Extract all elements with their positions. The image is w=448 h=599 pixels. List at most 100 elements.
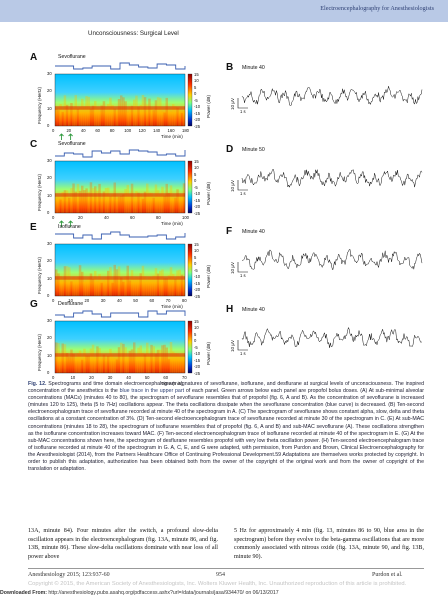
cbar-tick-g-5: -10 (194, 351, 201, 356)
ytick-g-1: 10 (47, 352, 52, 358)
scale-bar-h (237, 340, 248, 351)
drug-label-a: Sevoflurane (58, 54, 86, 60)
ylabel-e: Frequency (Hertz) (37, 256, 42, 294)
concentration-trace-e (55, 231, 186, 240)
xtick-c-2: 40 (104, 215, 109, 220)
panel-letter-h: H (226, 304, 234, 315)
xtick-c-0: 0 (52, 215, 55, 220)
cbar-tick-e-1: 10 (194, 248, 199, 253)
colorbar-g (187, 320, 193, 374)
figure-12 (54, 62, 423, 374)
panel-letter-f: F (226, 226, 233, 237)
cbar-tick-g-3: 0 (194, 338, 197, 343)
cbar-tick-e-3: 0 (194, 261, 197, 266)
ytick-a-0: 0 (47, 123, 50, 128)
colorbar-a (187, 73, 193, 127)
propofol-arrow-c-0 (59, 220, 64, 227)
cbar-tick-g-7: -20 (194, 364, 201, 369)
panel-letter-d: D (226, 144, 234, 155)
cbar-tick-e-4: -5 (194, 267, 198, 273)
ytick-a-2: 20 (47, 88, 52, 94)
scale-time-b: 1 s (240, 109, 246, 114)
xtick-a-5: 100 (124, 128, 132, 133)
figure-top-title: Unconsciousness: Surgical Level (88, 30, 179, 37)
cbar-tick-e-7: -20 (194, 287, 201, 292)
ytick-a-1: 10 (47, 105, 52, 111)
cbar-label-a: Power (dB) (206, 95, 211, 118)
drug-label-c: Sevoflurane (58, 141, 86, 147)
xtick-c-1: 20 (78, 215, 83, 220)
xtick-e-1: 10 (68, 298, 73, 303)
ytick-e-0: 0 (47, 293, 50, 298)
propofol-arrow-a-0 (59, 133, 64, 140)
cbar-tick-a-0: 15 (194, 71, 199, 77)
download-line: Downloaded From: http://anesthesiology.p… (0, 590, 448, 596)
ytick-e-2: 20 (47, 258, 52, 264)
eeg-trace-b (241, 86, 423, 106)
minute-label-h: Minute 40 (242, 307, 265, 313)
xtick-g-5: 50 (144, 375, 150, 380)
xtick-e-8: 80 (182, 298, 187, 303)
drug-label-g: Desflurane (58, 301, 84, 307)
cbar-tick-g-0: 15 (194, 318, 199, 324)
cbar-tick-c-0: 15 (194, 158, 199, 164)
xtick-a-6: 120 (138, 128, 146, 133)
cbar-tick-c-6: -15 (194, 197, 201, 203)
cbar-tick-a-4: -5 (194, 97, 198, 103)
cbar-tick-a-6: -15 (194, 110, 201, 116)
scale-bar-f (237, 262, 248, 273)
cbar-tick-g-8: -25 (194, 370, 201, 376)
cbar-tick-c-1: 10 (194, 165, 199, 170)
caption-lead: Fig. 12. (28, 381, 47, 387)
colorbar-c (187, 160, 193, 214)
xtick-e-5: 50 (133, 298, 138, 303)
eeg-trace-h (241, 326, 423, 348)
concentration-trace-g (55, 310, 186, 318)
caption-rest: of each panel. Green arrows below each p… (28, 388, 424, 473)
cbar-tick-e-6: -15 (194, 280, 201, 286)
minute-label-b: Minute 40 (242, 65, 265, 71)
xtick-a-7: 140 (153, 128, 161, 133)
figure-caption: Fig. 12. Spectrograms and time domain el… (28, 381, 424, 473)
ytick-e-3: 30 (47, 241, 52, 246)
spectrogram-e (55, 244, 185, 296)
cbar-tick-a-5: -10 (194, 104, 201, 109)
scale-voltage-f: 10 μV (230, 261, 235, 274)
scale-voltage-d: 10 μV (230, 179, 235, 192)
scale-time-d: 1 s (240, 191, 246, 196)
panel-letter-c: C (30, 139, 38, 150)
copyright-watermark: Copyright © 2015, the American Society o… (28, 581, 407, 587)
xlabel-e: Time (min) (161, 304, 183, 309)
ylabel-c: Frequency (Hertz) (37, 173, 42, 211)
ytick-g-2: 20 (47, 335, 52, 341)
xtick-a-9: 180 (182, 128, 189, 133)
cbar-tick-c-7: -20 (194, 204, 201, 209)
ytick-g-3: 30 (47, 318, 52, 323)
ytick-g-0: 0 (47, 370, 50, 375)
minute-label-f: Minute 40 (242, 229, 265, 235)
cbar-tick-c-8: -25 (194, 210, 201, 216)
xlabel-a: Time (min) (161, 134, 183, 139)
ytick-a-3: 30 (47, 71, 52, 76)
footer-page-number: 954 (216, 572, 225, 578)
cbar-tick-a-3: 0 (194, 91, 197, 96)
xtick-e-4: 40 (117, 298, 122, 303)
xtick-a-4: 80 (109, 128, 115, 133)
ylabel-g: Frequency (Hertz) (37, 333, 42, 371)
xtick-a-8: 160 (167, 128, 175, 133)
panel-letter-g: G (30, 299, 38, 310)
propofol-arrow-a-1 (68, 133, 73, 140)
ytick-c-3: 30 (47, 158, 52, 163)
download-label: Downloaded From: (0, 590, 47, 596)
download-url: http://anesthesiology.pubs.asahq.org/pdf… (46, 590, 279, 596)
xtick-a-2: 40 (80, 128, 86, 133)
spectrogram-a (55, 74, 185, 126)
cbar-tick-a-7: -20 (194, 117, 201, 122)
xtick-e-2: 20 (84, 298, 90, 303)
scale-bar-b (237, 98, 248, 109)
scale-time-h: 1 s (240, 351, 246, 356)
scale-bar-d (237, 180, 248, 191)
footer-rule (28, 568, 424, 569)
ytick-c-1: 10 (47, 192, 52, 198)
eeg-trace-f (241, 248, 423, 271)
